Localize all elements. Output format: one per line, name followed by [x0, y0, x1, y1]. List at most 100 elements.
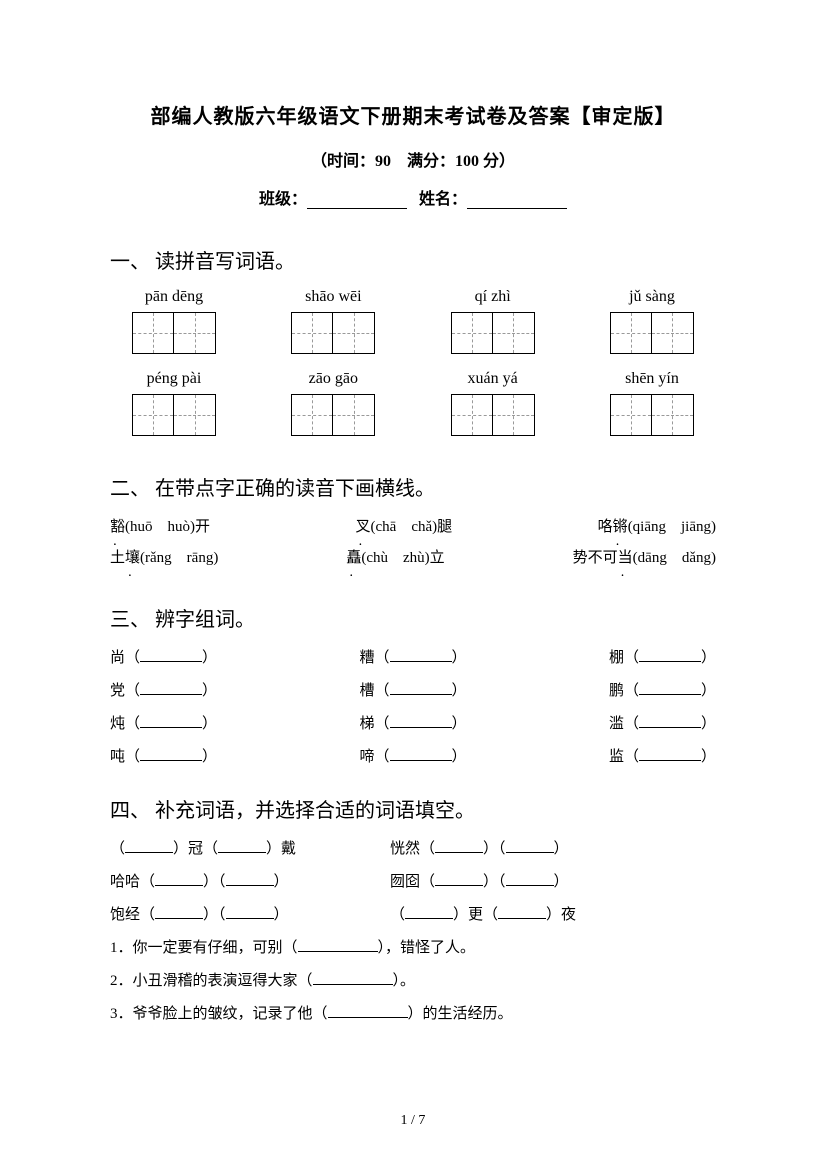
q4-idiom: 恍然（）（） [390, 837, 569, 858]
answer-blank[interactable] [313, 971, 393, 985]
pinyin-row-1: pān dēng shāo wēi qí zhì jǔ sàng [110, 288, 716, 354]
q4-sentence: 3．爷爷脸上的皱纹，记录了他（）的生活经历。 [110, 1002, 716, 1023]
answer-blank[interactable] [639, 648, 701, 662]
pinyin-label: shāo wēi [305, 288, 361, 306]
q2-item: 咯锵(qiāng jiāng) [598, 515, 716, 536]
q3-cell: 啼（） [359, 745, 466, 766]
q3-cell: 监（） [609, 745, 716, 766]
answer-blank[interactable] [639, 714, 701, 728]
answer-blank[interactable] [125, 839, 173, 853]
answer-blank[interactable] [639, 747, 701, 761]
pinyin-label: shēn yín [625, 370, 679, 388]
pinyin-item: shāo wēi [273, 288, 393, 354]
pinyin-label: zāo gāo [309, 370, 358, 388]
answer-blank[interactable] [328, 1004, 408, 1018]
q4-idiom: （）冠（）戴 [110, 837, 390, 858]
answer-blank[interactable] [390, 648, 452, 662]
q3-cell: 梯（） [359, 712, 466, 733]
answer-blank[interactable] [140, 681, 202, 695]
pinyin-label: péng pài [147, 370, 202, 388]
section-4-heading: 四、 补充词语，并选择合适的词语填空。 [110, 794, 716, 823]
student-info-line: 班级： 姓名： [110, 185, 716, 209]
answer-blank[interactable] [390, 681, 452, 695]
answer-blank[interactable] [155, 905, 203, 919]
pinyin-item: xuán yá [433, 370, 553, 436]
q3-cell: 党（） [110, 679, 217, 700]
q2-item: 矗(chù zhù)立 [346, 546, 444, 567]
q3-cell: 糟（） [359, 646, 466, 667]
char-box-pair[interactable] [610, 312, 694, 354]
q3-col: 棚（） 鹏（） 滥（） 监（） [609, 646, 716, 778]
answer-blank[interactable] [390, 714, 452, 728]
q2-item: 叉(chā chǎ)腿 [356, 515, 453, 536]
q4-sentence: 1．你一定要有仔细，可别（），错怪了人。 [110, 936, 716, 957]
char-box-pair[interactable] [132, 312, 216, 354]
answer-blank[interactable] [140, 747, 202, 761]
pinyin-label: jǔ sàng [629, 288, 675, 306]
answer-blank[interactable] [140, 714, 202, 728]
pinyin-label: qí zhì [475, 288, 511, 306]
q4-idiom: 囫囵（）（） [390, 870, 569, 891]
answer-blank[interactable] [435, 872, 483, 886]
section-2-heading: 二、 在带点字正确的读音下画横线。 [110, 472, 716, 501]
answer-blank[interactable] [639, 681, 701, 695]
char-box-pair[interactable] [451, 312, 535, 354]
q2-row: 豁(huō huò)开 叉(chā chǎ)腿 咯锵(qiāng jiāng) [110, 515, 716, 536]
q3-cell: 鹏（） [609, 679, 716, 700]
q3-cell: 尚（） [110, 646, 217, 667]
answer-blank[interactable] [405, 905, 453, 919]
q3-cell: 滥（） [609, 712, 716, 733]
class-blank[interactable] [307, 193, 407, 209]
q2-item: 土壤(rǎng rāng) [110, 546, 218, 567]
page-number: 1 / 7 [0, 1113, 826, 1129]
page-title: 部编人教版六年级语文下册期末考试卷及答案【审定版】 [110, 100, 716, 129]
class-label: 班级： [259, 191, 307, 208]
q4-idiom: 饱经（）（） [110, 903, 390, 924]
q3-cell: 炖（） [110, 712, 217, 733]
pinyin-item: péng pài [114, 370, 234, 436]
name-blank[interactable] [467, 193, 567, 209]
pinyin-item: pān dēng [114, 288, 234, 354]
answer-blank[interactable] [506, 839, 554, 853]
q2-row: 土壤(rǎng rāng) 矗(chù zhù)立 势不可当(dāng dǎng… [110, 546, 716, 567]
answer-blank[interactable] [298, 938, 378, 952]
q4-row: （）冠（）戴 恍然（）（） [110, 837, 716, 858]
q3-col: 糟（） 槽（） 梯（） 啼（） [359, 646, 466, 778]
char-box-pair[interactable] [132, 394, 216, 436]
q3-col: 尚（） 党（） 炖（） 吨（） [110, 646, 217, 778]
pinyin-item: zāo gāo [273, 370, 393, 436]
pinyin-item: jǔ sàng [592, 288, 712, 354]
answer-blank[interactable] [155, 872, 203, 886]
exam-meta: （时间：90 满分：100 分） [110, 147, 716, 171]
q4-idiom: （）更（）夜 [390, 903, 576, 924]
pinyin-item: qí zhì [433, 288, 553, 354]
answer-blank[interactable] [390, 747, 452, 761]
answer-blank[interactable] [140, 648, 202, 662]
char-box-pair[interactable] [451, 394, 535, 436]
answer-blank[interactable] [226, 905, 274, 919]
section-3-heading: 三、 辨字组词。 [110, 603, 716, 632]
q4-sentence: 2．小丑滑稽的表演逗得大家（）。 [110, 969, 716, 990]
answer-blank[interactable] [218, 839, 266, 853]
q3-cell: 棚（） [609, 646, 716, 667]
q3-cell: 吨（） [110, 745, 217, 766]
q2-item: 豁(huō huò)开 [110, 515, 210, 536]
q3-cell: 槽（） [359, 679, 466, 700]
section-1-heading: 一、 读拼音写词语。 [110, 245, 716, 274]
answer-blank[interactable] [226, 872, 274, 886]
char-box-pair[interactable] [610, 394, 694, 436]
answer-blank[interactable] [506, 872, 554, 886]
answer-blank[interactable] [498, 905, 546, 919]
q3-table: 尚（） 党（） 炖（） 吨（） 糟（） 槽（） 梯（） 啼（） 棚（） 鹏（） … [110, 646, 716, 778]
pinyin-row-2: péng pài zāo gāo xuán yá shēn yín [110, 370, 716, 436]
pinyin-label: pān dēng [145, 288, 203, 306]
answer-blank[interactable] [435, 839, 483, 853]
char-box-pair[interactable] [291, 312, 375, 354]
char-box-pair[interactable] [291, 394, 375, 436]
pinyin-label: xuán yá [468, 370, 518, 388]
pinyin-item: shēn yín [592, 370, 712, 436]
q4-row: 哈哈（）（） 囫囵（）（） [110, 870, 716, 891]
q4-row: 饱经（）（） （）更（）夜 [110, 903, 716, 924]
name-label: 姓名： [419, 191, 467, 208]
q2-item: 势不可当(dāng dǎng) [573, 546, 716, 567]
